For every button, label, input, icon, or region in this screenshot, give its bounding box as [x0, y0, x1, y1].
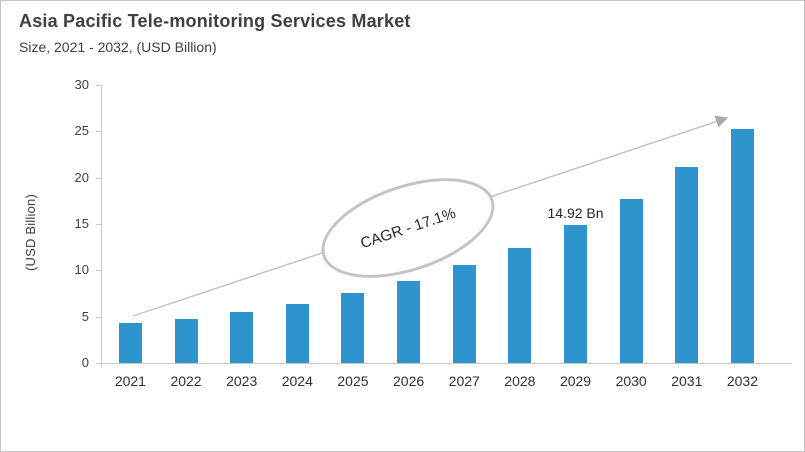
y-tick-mark: [96, 224, 101, 225]
x-tick-label-2028: 2028: [504, 373, 536, 389]
bar-2026: [397, 280, 421, 363]
y-tick-label: 0: [81, 355, 89, 370]
bar-2030: [619, 198, 643, 363]
y-tick-mark: [96, 131, 101, 132]
x-tick-label-2024: 2024: [281, 373, 313, 389]
bar-2029: [564, 224, 588, 363]
bar-2025: [341, 292, 365, 363]
y-tick-label: 15: [74, 216, 89, 231]
bar-2022: [174, 318, 198, 363]
y-tick-label: 10: [74, 262, 89, 278]
y-tick-mark: [96, 178, 101, 179]
x-tick-label-2029: 2029: [559, 373, 592, 389]
chart-title: Asia Pacific Tele-monitoring Services Ma…: [19, 11, 411, 31]
bar-2021: [118, 323, 142, 363]
x-tick-label-2032: 2032: [726, 373, 759, 389]
bar-2028: [508, 248, 532, 363]
bar-2031: [675, 167, 699, 363]
x-axis-line: [101, 363, 792, 364]
x-tick-label-2022: 2022: [170, 373, 202, 389]
y-tick-mark: [96, 85, 101, 86]
x-tick-label-2030: 2030: [615, 373, 647, 389]
y-axis-line: [101, 85, 102, 364]
y-tick-mark: [96, 363, 101, 364]
x-tick-label-2027: 2027: [448, 373, 480, 389]
cagr-label: CAGR - 17.1%: [358, 204, 458, 252]
x-axis-origin-tick: [101, 363, 102, 368]
bar-2027: [452, 264, 476, 363]
value-callout: 14.92 Bn: [547, 204, 604, 221]
x-tick-label-2023: 2023: [226, 373, 258, 389]
y-tick-label: 30: [74, 77, 89, 92]
bar-2032: [730, 128, 754, 363]
x-tick-label-2031: 2031: [671, 373, 703, 389]
chart-subtitle: Size, 2021 - 2032, (USD Billion): [19, 39, 217, 55]
y-tick-label: 20: [74, 169, 89, 185]
cagr-ellipse: CAGR - 17.1%: [309, 158, 507, 298]
bar-2024: [285, 303, 309, 363]
y-tick-label: 25: [74, 123, 89, 139]
y-tick-label: 5: [81, 308, 89, 324]
y-tick-mark: [96, 270, 101, 271]
y-axis-title: (USD Billion): [23, 193, 38, 271]
bar-2023: [230, 312, 254, 363]
y-tick-mark: [96, 317, 101, 318]
x-tick-label-2021: 2021: [114, 373, 146, 389]
x-tick-label-2025: 2025: [337, 373, 369, 389]
x-tick-label-2026: 2026: [393, 373, 425, 389]
